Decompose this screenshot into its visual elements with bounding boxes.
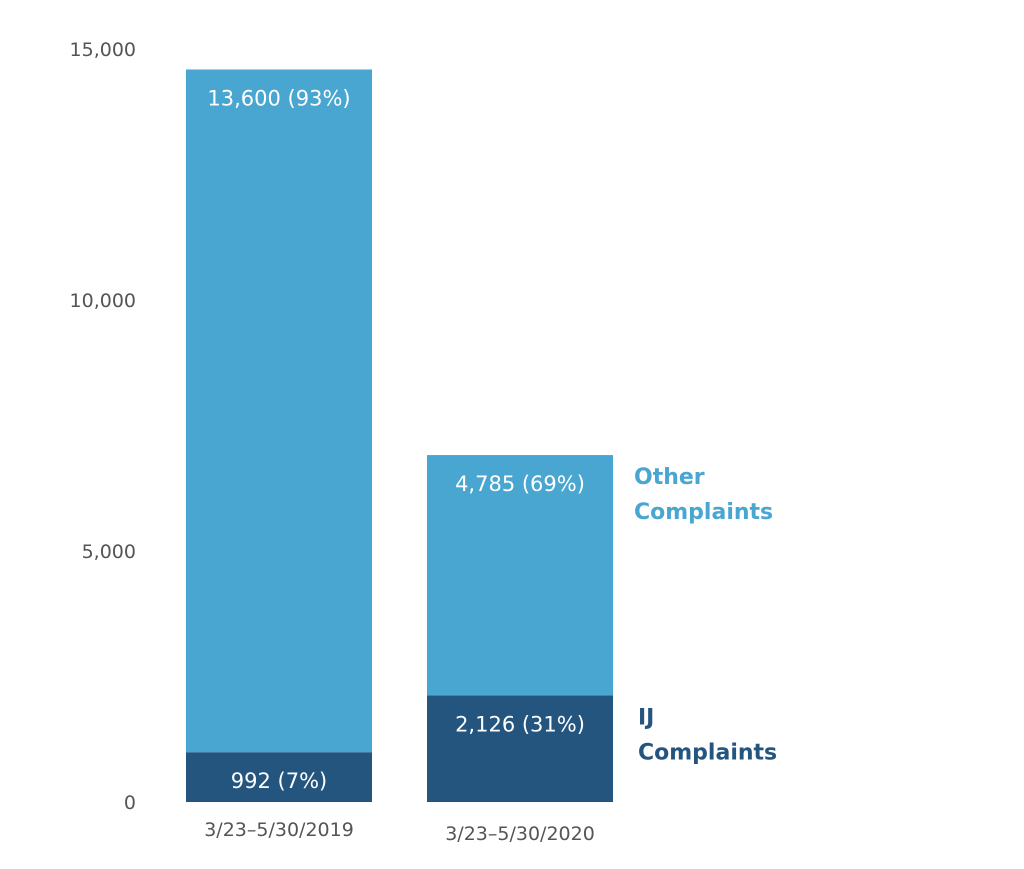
bar-segment <box>427 695 613 802</box>
series-label: IJ <box>638 705 654 730</box>
x-axis: 3/23–5/30/2019 3/23–5/30/2020 <box>204 819 595 845</box>
bars: 992 (7%) 13,600 (93%) 2,126 (31%) 4,785 (69… <box>186 69 613 802</box>
bar-value-label: 4,785 (69%) <box>455 472 585 496</box>
series-label: Complaints <box>638 740 777 765</box>
x-category-label: 3/23–5/30/2019 <box>204 819 354 841</box>
y-axis: 0 5,000 10,000 15,000 <box>70 39 136 814</box>
series-label: Complaints <box>634 500 773 525</box>
x-category-label: 3/23–5/30/2020 <box>445 823 595 845</box>
y-tick-label: 15,000 <box>70 39 136 61</box>
bar-segment <box>427 455 613 696</box>
y-tick-label: 0 <box>124 792 136 814</box>
bar-segment <box>186 752 372 802</box>
y-tick-label: 5,000 <box>82 541 136 563</box>
y-tick-label: 10,000 <box>70 290 136 312</box>
series-label: Other <box>634 465 705 490</box>
bar-value-label: 13,600 (93%) <box>207 86 350 110</box>
legend: IJ Complaints Other Complaints <box>634 465 777 765</box>
bar-segment <box>186 69 372 753</box>
bar-value-label: 992 (7%) <box>231 769 327 793</box>
bar-value-label: 2,126 (31%) <box>455 712 585 736</box>
